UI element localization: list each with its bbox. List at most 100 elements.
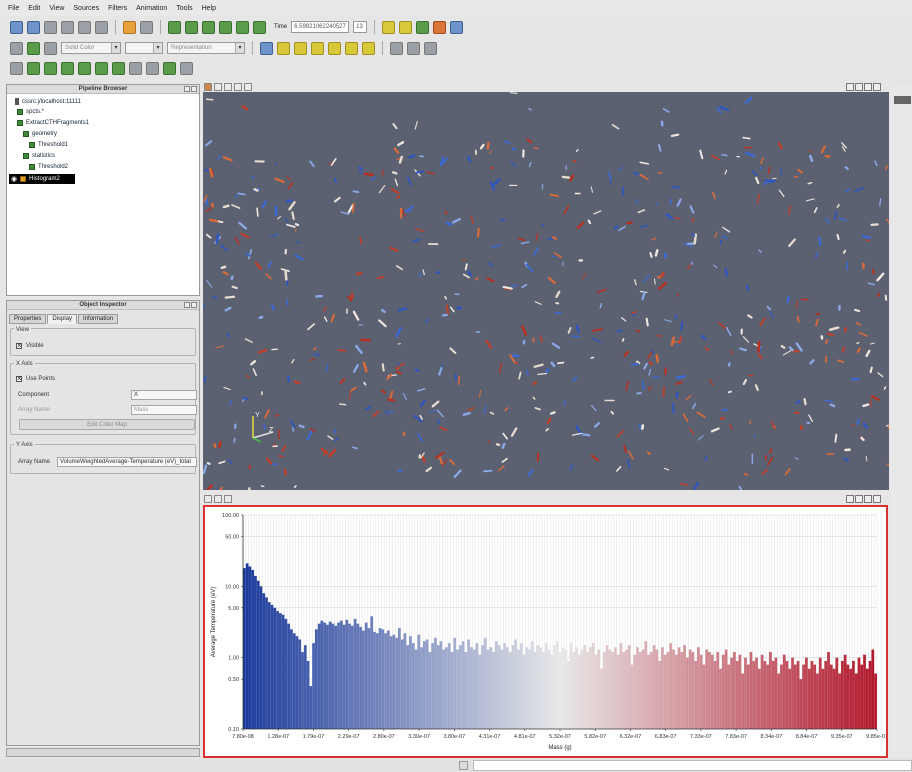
use-points-checkbox[interactable]: Use Points xyxy=(16,374,55,383)
loop-icon[interactable] xyxy=(253,20,266,34)
filter-calculator-icon[interactable] xyxy=(382,20,396,34)
time-index-spinbox[interactable]: 13 xyxy=(353,21,368,33)
select-cells-icon[interactable] xyxy=(390,41,403,55)
menu-sources[interactable]: Sources xyxy=(73,4,100,12)
float-icon[interactable] xyxy=(184,86,190,92)
filter-slice-icon[interactable] xyxy=(433,20,447,34)
edit-color-map-icon[interactable] xyxy=(27,41,40,55)
menu-animation[interactable]: Animation xyxy=(136,4,168,12)
zoom-icon[interactable] xyxy=(27,20,40,34)
glyph-icon[interactable] xyxy=(112,61,125,75)
view-minus-x-icon[interactable] xyxy=(294,41,307,55)
filter-contour-icon[interactable] xyxy=(399,20,413,34)
pipeline-item-server[interactable]: cssrc:j/localhost:11111 xyxy=(15,98,81,105)
split-vertical-icon[interactable] xyxy=(855,495,863,503)
last-frame-icon[interactable] xyxy=(236,20,249,34)
tab-display[interactable]: Display xyxy=(47,314,78,324)
save-icon[interactable] xyxy=(44,20,57,34)
pipeline-item-geometry[interactable]: geometry xyxy=(23,131,57,137)
array-name-field[interactable]: Mass xyxy=(131,405,197,415)
threshold-icon[interactable] xyxy=(78,61,91,75)
split-horizontal-icon[interactable] xyxy=(846,83,854,91)
stream-tracer-icon[interactable] xyxy=(129,61,142,75)
particle-fragment xyxy=(618,225,626,232)
help-icon[interactable] xyxy=(95,20,108,34)
open-icon[interactable] xyxy=(10,20,23,34)
connect-icon[interactable] xyxy=(61,20,74,34)
close-icon[interactable] xyxy=(873,83,881,91)
histogram-chart-view[interactable]: 100.00 50.00 10.00 5.00 1.00 0.50 0.10 7.80e-08… xyxy=(203,505,888,758)
component-combo[interactable]: ▾ xyxy=(125,42,163,54)
pipeline-item-threshold2[interactable]: Threshold2 xyxy=(29,164,68,170)
menu-edit[interactable]: Edit xyxy=(28,4,41,12)
next-frame-icon[interactable] xyxy=(219,20,232,34)
menu-help[interactable]: Help xyxy=(201,4,217,12)
color-by-combo[interactable]: Solid Color ▾ xyxy=(61,42,121,54)
slice-icon[interactable] xyxy=(61,61,74,75)
split-vertical-icon[interactable] xyxy=(224,83,232,91)
chart-options-icon[interactable] xyxy=(204,495,212,503)
menu-file[interactable]: File xyxy=(8,4,20,12)
close-icon[interactable] xyxy=(191,86,197,92)
reset-camera-icon[interactable] xyxy=(260,41,273,55)
eye-icon[interactable]: ◉ xyxy=(11,176,18,183)
camera-icon[interactable] xyxy=(204,83,212,91)
split-horizontal-icon[interactable] xyxy=(846,495,854,503)
split-horizontal-icon[interactable] xyxy=(214,83,222,91)
close-icon[interactable] xyxy=(191,302,197,308)
edit-color-map-button[interactable]: Edit Color Map xyxy=(19,419,195,430)
pipeline-item-threshold1[interactable]: Threshold1 xyxy=(29,142,68,148)
tab-information[interactable]: Information xyxy=(78,314,119,324)
representation-combo[interactable]: Representation ▾ xyxy=(167,42,245,54)
split-vertical-icon[interactable] xyxy=(855,83,863,91)
menu-tools[interactable]: Tools xyxy=(176,4,193,12)
time-value-field[interactable]: 6.59921062240527 xyxy=(291,21,350,33)
menu-filters[interactable]: Filters xyxy=(108,4,128,12)
maximize-icon[interactable] xyxy=(864,83,872,91)
disconnect-icon[interactable] xyxy=(78,20,91,34)
view-minus-y-icon[interactable] xyxy=(328,41,341,55)
redo-camera-icon[interactable] xyxy=(244,83,252,91)
filter-clip-icon[interactable] xyxy=(416,20,430,34)
pipeline-item-extract[interactable]: ExtractCTHFragments1 xyxy=(17,120,89,126)
warp-vector-icon[interactable] xyxy=(146,61,159,75)
clip-icon[interactable] xyxy=(44,61,57,75)
status-button[interactable] xyxy=(459,761,468,770)
tab-properties[interactable]: Properties xyxy=(9,314,47,324)
view-plus-y-icon[interactable] xyxy=(311,41,324,55)
toggle-color-legend-icon[interactable] xyxy=(10,41,23,55)
calculator-icon[interactable] xyxy=(10,61,23,75)
extract-subset-icon[interactable] xyxy=(95,61,108,75)
pipeline-item-histogram2[interactable]: ◉ Histogram2 xyxy=(9,174,75,184)
view-plus-z-icon[interactable] xyxy=(345,41,358,55)
view-plus-x-icon[interactable] xyxy=(277,41,290,55)
visible-checkbox[interactable]: Visible xyxy=(16,341,44,350)
float-icon[interactable] xyxy=(184,302,190,308)
close-icon[interactable] xyxy=(873,495,881,503)
pipeline-item-reader[interactable]: spcts.* xyxy=(17,109,44,115)
component-field[interactable]: X xyxy=(131,390,197,400)
group-datasets-icon[interactable] xyxy=(163,61,176,75)
redo-icon[interactable] xyxy=(140,20,153,34)
contour-icon[interactable] xyxy=(27,61,40,75)
previous-frame-icon[interactable] xyxy=(185,20,198,34)
interact-icon[interactable] xyxy=(424,41,437,55)
chart-reset-icon[interactable] xyxy=(224,495,232,503)
select-points-icon[interactable] xyxy=(407,41,420,55)
view-minus-z-icon[interactable] xyxy=(362,41,375,55)
rescale-range-icon[interactable] xyxy=(44,41,57,55)
y-array-name-field[interactable]: VolumeWeightedAverage-Temperature (eV)_t… xyxy=(57,457,197,467)
dock-tab[interactable] xyxy=(894,96,911,104)
chart-zoom-icon[interactable] xyxy=(214,495,222,503)
undo-camera-icon[interactable] xyxy=(234,83,242,91)
play-icon[interactable] xyxy=(202,20,215,34)
maximize-icon[interactable] xyxy=(864,495,872,503)
pipeline-item-statistics[interactable]: statistics xyxy=(23,153,55,159)
extract-level-icon[interactable] xyxy=(180,61,193,75)
first-frame-icon[interactable] xyxy=(168,20,181,34)
menu-view[interactable]: View xyxy=(49,4,65,12)
render-view-3d[interactable]: Y Z xyxy=(202,92,894,496)
undo-icon[interactable] xyxy=(123,20,136,34)
horizontal-scrollbar[interactable] xyxy=(6,748,200,757)
query-icon[interactable] xyxy=(450,20,464,34)
